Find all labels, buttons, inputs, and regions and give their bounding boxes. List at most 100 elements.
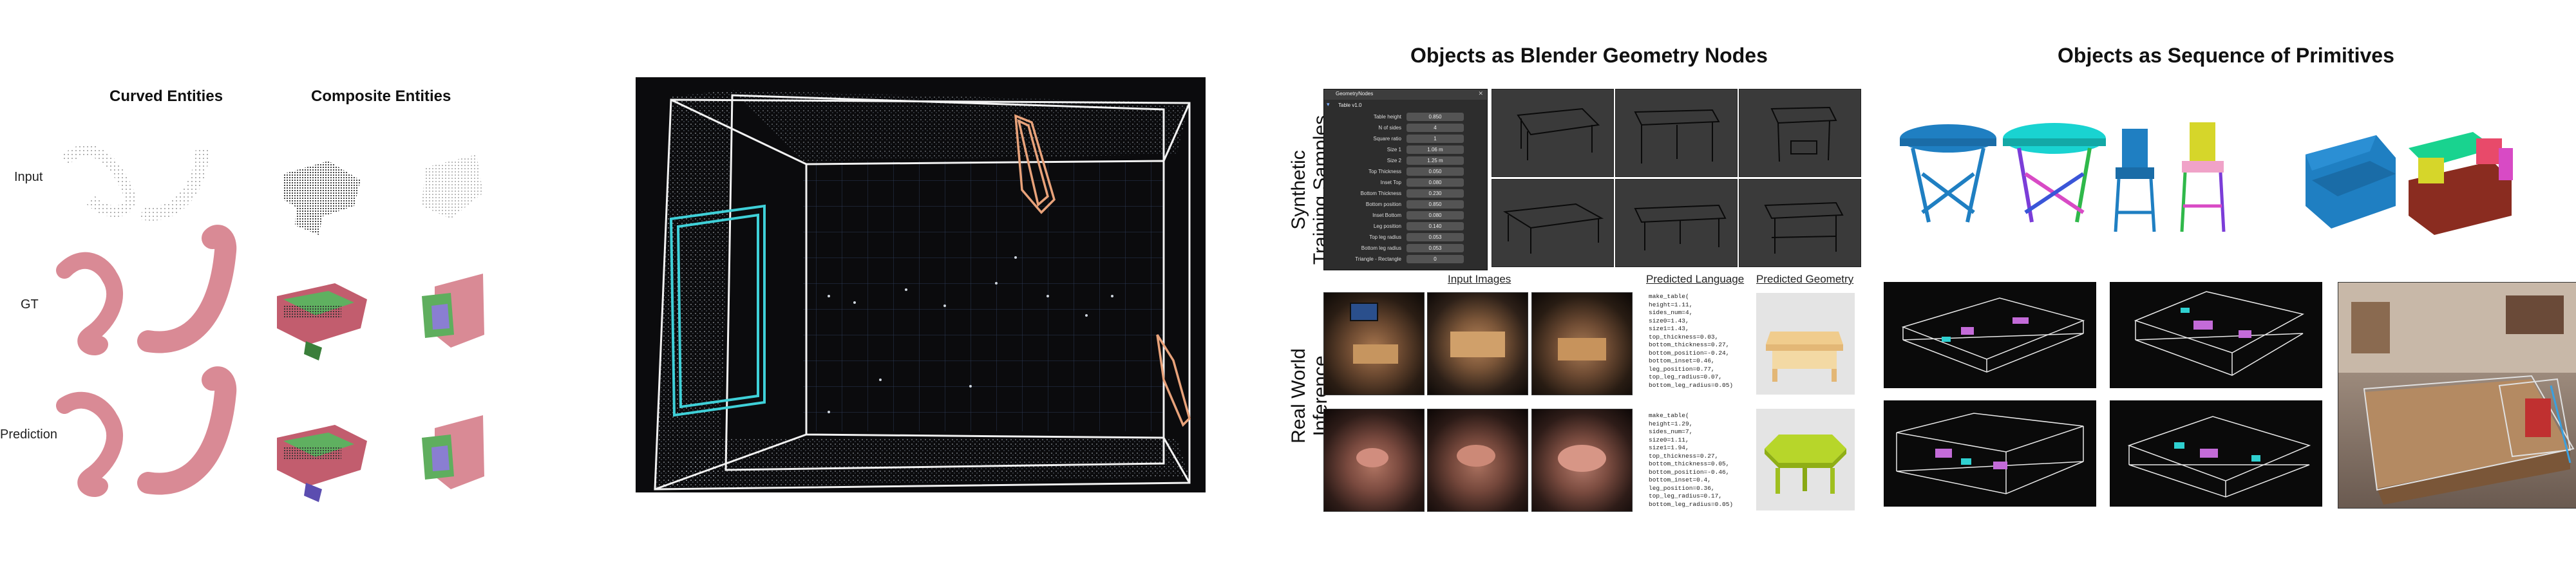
param-name: Top leg radius (1369, 234, 1401, 240)
param-name: Bottom position (1365, 201, 1401, 207)
row-label-synthetic-l1: Synthetic (1288, 150, 1309, 230)
param-row[interactable]: Leg position 0.140 (1328, 222, 1468, 231)
param-row[interactable]: Top leg radius 0.053 (1328, 233, 1468, 242)
synthetic-thumb (1492, 179, 1614, 267)
synthetic-thumb (1492, 89, 1614, 177)
param-value[interactable]: 0.080 (1406, 211, 1464, 220)
scene-render (2110, 400, 2322, 507)
gt-curve-2 (137, 225, 237, 353)
param-row[interactable]: Triangle - Rectangle 0 (1328, 255, 1468, 264)
param-name: Bottom leg radius (1361, 245, 1401, 251)
row-label-gt: GT (21, 297, 39, 312)
param-row[interactable]: Bottom position 0.850 (1328, 200, 1468, 209)
lime-table-render (1765, 435, 1846, 494)
synthetic-thumb (1615, 89, 1738, 177)
param-name: Inset Bottom (1372, 212, 1401, 218)
col-header-predicted-language: Predicted Language (1646, 273, 1745, 285)
param-value[interactable]: 0.850 (1406, 200, 1464, 209)
input-photo (1531, 409, 1633, 512)
param-value[interactable]: 0.080 (1406, 178, 1464, 187)
param-name: N of sides (1378, 125, 1401, 131)
param-name: Triangle - Rectangle (1355, 256, 1401, 262)
col-header-predicted-geometry: Predicted Geometry (1756, 273, 1854, 285)
param-value[interactable]: 4 (1406, 124, 1464, 132)
room-wireframe (654, 90, 1191, 491)
scene-render (2110, 282, 2322, 388)
param-name: Leg position (1373, 223, 1401, 229)
param-row[interactable]: N of sides 4 (1328, 124, 1468, 133)
synthetic-thumb (1739, 179, 1861, 267)
param-value[interactable]: 1.06 m (1406, 145, 1464, 154)
pred-curve-2 (137, 366, 237, 495)
scene-bounding-boxes (636, 77, 1206, 492)
col-header-curved: Curved Entities (109, 88, 223, 105)
input-photo (1427, 409, 1528, 512)
gt-curve-1 (56, 252, 124, 355)
table-colored (2003, 123, 2106, 223)
param-name: Table height (1373, 114, 1401, 120)
gt-composite-2 (422, 274, 484, 348)
row-label-input: Input (14, 170, 43, 184)
param-value[interactable]: 0 (1406, 255, 1464, 263)
synthetic-thumb (1615, 179, 1738, 267)
pred-composite-2 (422, 415, 484, 489)
param-row[interactable]: Bottom Thickness 0.230 (1328, 189, 1468, 198)
param-value[interactable]: 1.25 m (1406, 156, 1464, 165)
scene-render (1884, 400, 2096, 507)
entities-grid-figure (56, 144, 484, 502)
param-name: Bottom Thickness (1360, 191, 1401, 196)
predicted-geometry-1 (1756, 293, 1855, 395)
param-row[interactable]: Inset Top 0.080 (1328, 178, 1468, 187)
blender-header: GeometryNodes ✕ (1324, 89, 1487, 100)
param-value[interactable]: 0.140 (1406, 222, 1464, 230)
input-composite-1 (283, 161, 361, 235)
param-row[interactable]: Bottom leg radius 0.053 (1328, 244, 1468, 253)
param-value[interactable]: 0.053 (1406, 233, 1464, 241)
input-curve-2 (140, 147, 210, 221)
param-row[interactable]: Size 2 1.25 m (1328, 156, 1468, 165)
param-name: Size 1 (1387, 147, 1401, 153)
param-value[interactable]: 0.053 (1406, 244, 1464, 252)
input-photo (1323, 409, 1425, 512)
param-row[interactable]: Top Thickness 0.050 (1328, 167, 1468, 176)
col-header-input-images: Input Images (1448, 273, 1511, 285)
row-label-real-l1: Real World (1288, 348, 1309, 444)
param-name: Size 2 (1387, 158, 1401, 164)
param-name: Square ratio (1373, 136, 1401, 142)
close-icon[interactable]: ✕ (1478, 90, 1483, 97)
blender-geometry-panel: GeometryNodes ✕ ▾ Table v1.0 Table heigh… (1323, 89, 1488, 270)
row-label-prediction: Prediction (0, 427, 57, 442)
param-row[interactable]: Square ratio 1 (1328, 135, 1468, 144)
param-value[interactable]: 0.050 (1406, 167, 1464, 176)
col-header-composite: Composite Entities (311, 88, 451, 105)
input-photo (1323, 292, 1425, 395)
param-row[interactable]: Table height 0.850 (1328, 113, 1468, 122)
predicted-language-code-2: make_table( height=1.29, sides_num=7, si… (1649, 412, 1734, 508)
modifier-icon: ▾ (1327, 101, 1330, 108)
param-row[interactable]: Size 1 1.06 m (1328, 145, 1468, 154)
param-value[interactable]: 0.850 (1406, 113, 1464, 121)
predicted-language-code-1: make_table( height=1.11, sides_num=4, si… (1649, 293, 1734, 389)
gt-composite-1 (277, 283, 367, 360)
input-composite-2 (422, 154, 483, 219)
table-blue (1900, 124, 1996, 223)
panel3-title: Objects as Blender Geometry Nodes (1410, 44, 1768, 67)
input-photo (1531, 292, 1633, 395)
panel-curved-composite: Curved Entities Composite Entities Input… (0, 0, 489, 580)
pred-composite-1 (277, 425, 367, 502)
panel4-title: Objects as Sequence of Primitives (2058, 44, 2394, 67)
input-photo (1427, 292, 1528, 395)
param-name: Top Thickness (1368, 169, 1401, 174)
param-row[interactable]: Inset Bottom 0.080 (1328, 211, 1468, 220)
synthetic-thumb (1739, 89, 1861, 177)
primitive-objects-row (1900, 122, 2513, 235)
pred-curve-1 (56, 391, 124, 497)
office-scene-photo (2338, 282, 2576, 509)
chair-colored (2180, 122, 2226, 232)
param-value[interactable]: 1 (1406, 135, 1464, 143)
param-value[interactable]: 0.230 (1406, 189, 1464, 198)
blender-object-name: Table v1.0 (1338, 102, 1362, 108)
scene-render (1884, 282, 2096, 388)
param-name: Inset Top (1380, 180, 1401, 185)
blender-object-row: ▾ Table v1.0 (1324, 101, 1487, 110)
